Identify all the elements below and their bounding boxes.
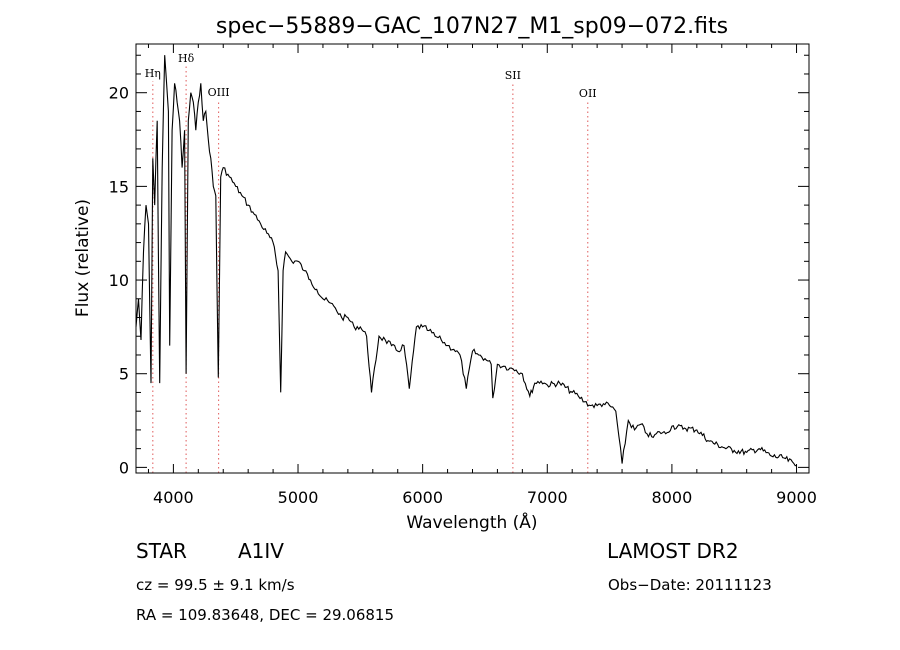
x-tick-label: 6000 <box>402 488 443 507</box>
emission-line-label: OIII <box>208 86 230 99</box>
redshift-velocity: cz = 99.5 ± 9.1 km/s <box>136 576 295 594</box>
emission-line-label: SII <box>505 69 521 82</box>
object-subclass: A1IV <box>238 539 284 563</box>
x-tick-label: 5000 <box>278 488 319 507</box>
emission-line-markers <box>152 66 589 473</box>
y-tick-label: 15 <box>109 177 129 196</box>
y-tick-label: 0 <box>119 458 129 477</box>
x-axis-label: Wavelength (Å) <box>406 511 537 533</box>
plot-frame <box>135 43 810 474</box>
y-tick-label: 5 <box>119 365 129 384</box>
flux-series-line <box>135 55 797 467</box>
observation-date: Obs−Date: 20111123 <box>608 576 772 594</box>
coordinates: RA = 109.83648, DEC = 29.06815 <box>136 606 394 624</box>
emission-line-label: Hη <box>145 67 161 80</box>
x-tick-label: 4000 <box>153 488 194 507</box>
axis-ticks <box>136 44 809 473</box>
axis-tick-labels: 4000 5000 6000 7000 8000 9000 0 5 10 15 20 <box>109 84 817 507</box>
y-tick-label: 20 <box>109 84 129 103</box>
object-class: STAR <box>136 539 187 563</box>
x-tick-label: 7000 <box>527 488 568 507</box>
chart-title: spec−55889−GAC_107N27_M1_sp09−072.fits <box>216 14 728 39</box>
emission-line-label: Hδ <box>178 52 195 65</box>
x-tick-label: 8000 <box>652 488 693 507</box>
y-tick-label: 10 <box>109 271 129 290</box>
emission-line-label: OII <box>579 87 597 100</box>
x-tick-label: 9000 <box>776 488 817 507</box>
emission-line-labels: Hη Hδ OIII SII OII <box>145 52 597 100</box>
survey-name: LAMOST DR2 <box>607 539 739 563</box>
y-axis-label: Flux (relative) <box>73 199 93 317</box>
